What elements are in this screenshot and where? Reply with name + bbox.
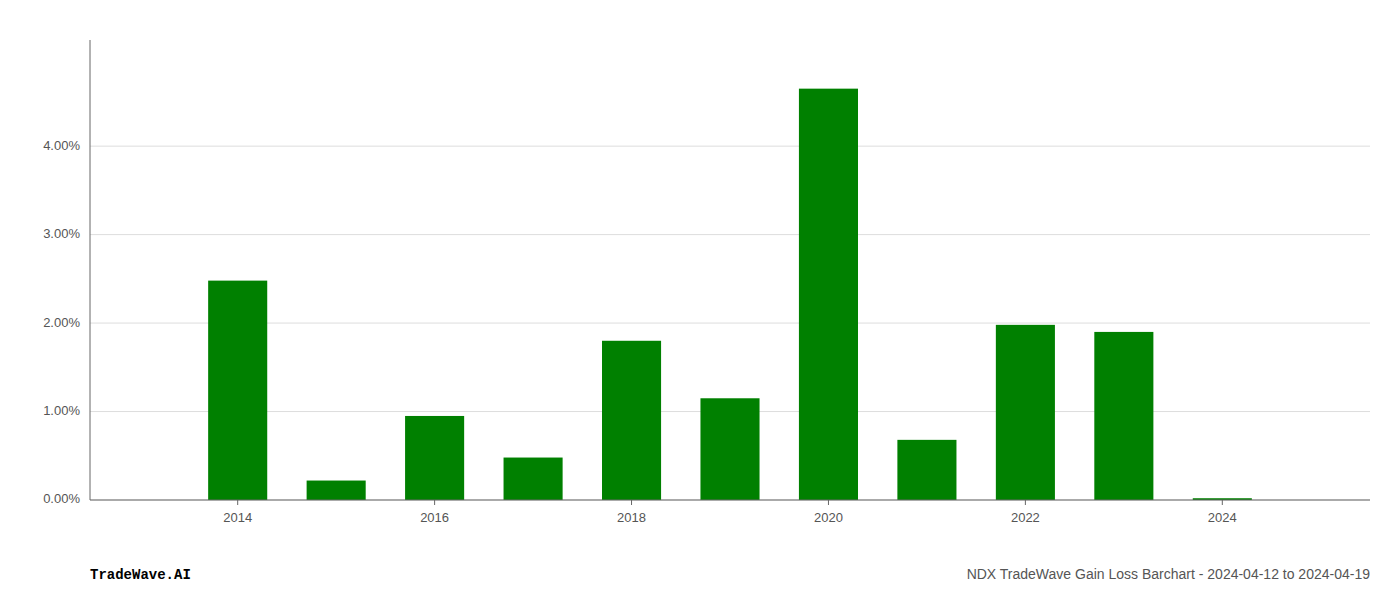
grid-line [90, 234, 1370, 235]
bar [307, 481, 366, 500]
grid-line [90, 323, 1370, 324]
y-tick-label: 3.00% [43, 226, 80, 241]
bar [700, 398, 759, 500]
grid [90, 146, 1370, 500]
y-axis-line [90, 40, 91, 500]
grid-line [90, 146, 1370, 147]
y-tick-label: 2.00% [43, 315, 80, 330]
bar [405, 416, 464, 500]
bar [1094, 332, 1153, 500]
x-tick-label: 2022 [1011, 510, 1040, 525]
y-tick-label: 4.00% [43, 138, 80, 153]
chart-container: 0.00% 1.00% 2.00% 3.00% 4.00% 2014 2016 2018 202… [0, 0, 1400, 600]
annotation: TradeWave.AI [90, 567, 191, 583]
x-tick [828, 500, 829, 505]
chart: 0.00% 1.00% 2.00% 3.00% 4.00% 2014 2016 2018 202… [0, 0, 1400, 600]
x-tick [237, 500, 238, 505]
x-tick [631, 500, 632, 505]
x-tick-label: 2020 [814, 510, 843, 525]
x-axis-line [90, 500, 1370, 501]
x-tick [434, 500, 435, 505]
x-tick [1222, 500, 1223, 505]
bar [799, 89, 858, 500]
x-tick-label: 2024 [1208, 510, 1237, 525]
bar [208, 281, 267, 500]
x-tick-label: 2018 [617, 510, 646, 525]
x-tick-label: 2016 [420, 510, 449, 525]
bar [602, 341, 661, 500]
x-tick-label: 2014 [223, 510, 252, 525]
y-tick-label: 0.00% [43, 491, 80, 506]
bar [504, 458, 563, 500]
y-tick-label: 1.00% [43, 403, 80, 418]
x-tick [1025, 500, 1026, 505]
bar [897, 440, 956, 500]
grid-line [90, 500, 1370, 501]
bars [208, 89, 1252, 500]
title: NDX TradeWave Gain Loss Barchart - 2024-… [967, 566, 1371, 582]
bar [996, 325, 1055, 500]
